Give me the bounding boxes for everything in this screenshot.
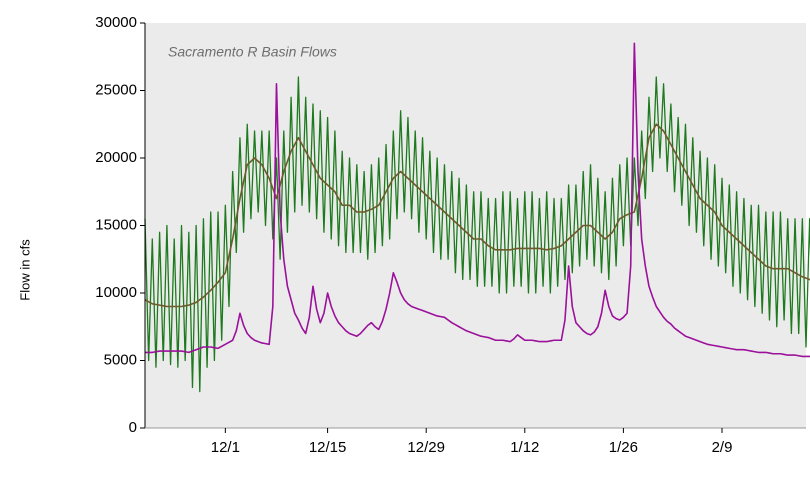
plot — [144, 42, 810, 393]
y-axis-label: Flow in cfs — [17, 239, 32, 301]
y-tick-label: 10000 — [95, 284, 137, 301]
y-tick-label: 20000 — [95, 149, 137, 166]
series-line — [145, 42, 810, 358]
y-tick-label: 25000 — [95, 81, 137, 98]
chart-title: Sacramento R Basin Flows — [168, 44, 337, 60]
x-tick-label: 12/1 — [211, 439, 240, 456]
y-tick-label: 15000 — [95, 216, 137, 233]
series-line — [144, 123, 810, 308]
series-line — [144, 76, 810, 393]
y-tick-label: 30000 — [95, 14, 137, 31]
x-tick-label: 12/15 — [309, 439, 347, 456]
y-tick-label: 5000 — [104, 351, 137, 368]
y-tick-label: 0 — [129, 419, 137, 436]
x-tick-label: 1/26 — [609, 439, 638, 456]
x-tick-label: 1/12 — [510, 439, 539, 456]
x-tick-label: 2/9 — [712, 439, 733, 456]
x-tick-label: 12/29 — [407, 439, 445, 456]
